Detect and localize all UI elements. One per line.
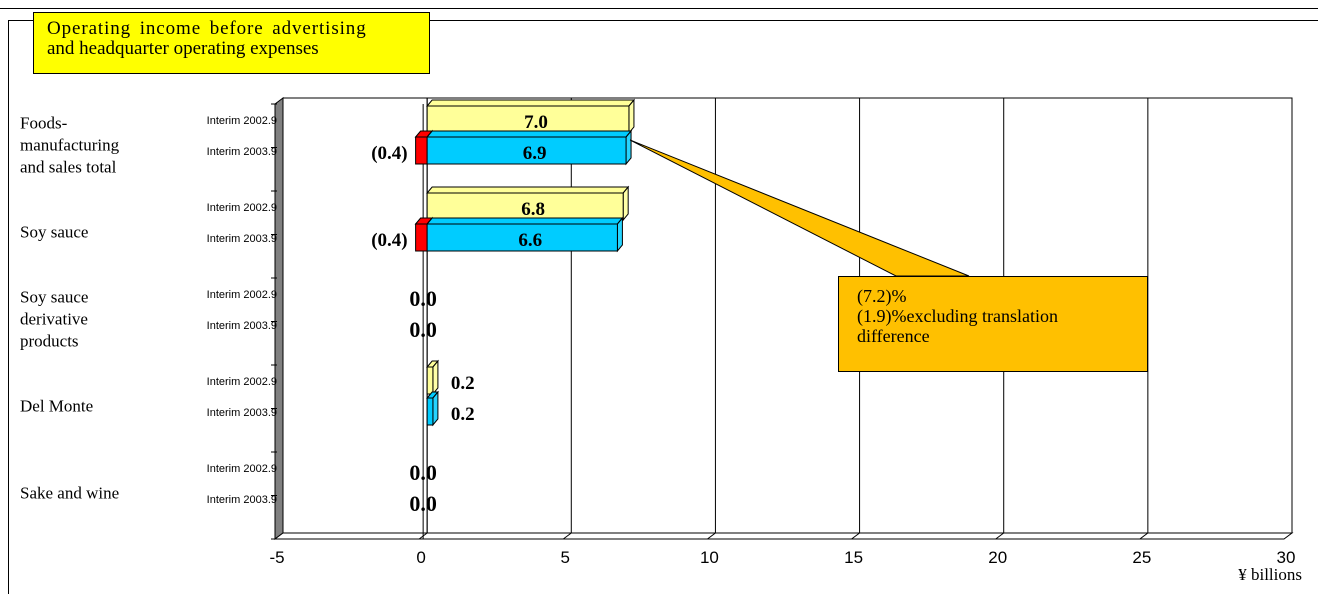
period-label: Interim 2002.9	[207, 463, 277, 475]
x-tick-label: 15	[844, 548, 863, 567]
chart-title-line-1: Operating income before advertising	[47, 18, 367, 39]
x-tick-label: 5	[561, 548, 570, 567]
data-label: 7.0	[524, 112, 548, 133]
bar	[426, 390, 439, 427]
grid-line-floor	[1139, 532, 1149, 540]
plot-floor	[273, 532, 1294, 540]
bar-front-face	[426, 223, 618, 252]
period-label: Interim 2002.9	[207, 115, 277, 127]
category-label: Sake and wine	[20, 484, 119, 503]
labels-group: -5 0 5 10 15 20 25 30 Foods-manufacturing and sal…	[20, 112, 1295, 567]
data-label: 0.2	[451, 404, 475, 425]
period-label: Interim 2003.9	[207, 146, 277, 158]
x-tick-label: -5	[269, 548, 284, 567]
category-label: derivative	[20, 310, 88, 329]
category-label: manufacturing	[20, 136, 120, 155]
period-label: Interim 2002.9	[207, 376, 277, 388]
top-frame-line	[0, 0, 1318, 9]
data-label: 6.6	[518, 230, 542, 251]
callout-line-3: difference	[857, 326, 930, 346]
bar	[426, 185, 630, 222]
x-tick-label: 25	[1132, 548, 1151, 567]
category-label: Foods-	[20, 114, 68, 133]
grid-line-floor	[707, 532, 716, 540]
bar-side-face	[628, 98, 635, 135]
period-label: Interim 2002.9	[207, 202, 277, 214]
bar	[426, 216, 624, 253]
category-label: Soy sauce	[20, 223, 88, 242]
bar-top-face	[426, 99, 636, 107]
callout-line-2: (1.9)%excluding translation	[857, 306, 1058, 326]
x-tick-label: 30	[1277, 548, 1296, 567]
bar-side-face	[625, 129, 632, 166]
bar-side-face	[432, 359, 439, 396]
grid-line-floor	[562, 532, 572, 540]
chart-title-box: Operating income before advertising and …	[33, 12, 430, 74]
grid-line-floor	[851, 532, 860, 540]
data-label: 0.2	[451, 373, 475, 394]
chart-panel	[8, 20, 1318, 594]
negative-data-label: (0.4)	[371, 143, 407, 164]
category-label: Del Monte	[20, 397, 93, 416]
period-label: Interim 2003.9	[207, 233, 277, 245]
chart-title-line-2: and headquarter operating expenses	[47, 38, 319, 59]
period-label: Interim 2002.9	[207, 289, 277, 301]
callout-line-1: (7.2)%	[857, 286, 907, 306]
data-label: 0.0	[409, 317, 437, 342]
x-tick-label: 20	[988, 548, 1007, 567]
bar-side-face	[622, 185, 629, 222]
grid-line-floor	[995, 532, 1005, 540]
data-label: 0.0	[409, 460, 437, 485]
category-label: Soy sauce	[20, 288, 88, 307]
category-label: and sales total	[20, 158, 117, 177]
bars-group	[414, 98, 636, 427]
data-label: 6.9	[523, 143, 547, 164]
bar	[426, 98, 636, 135]
data-label: 0.0	[409, 286, 437, 311]
callout-annotation: (7.2)% (1.9)%excluding translation diffe…	[838, 276, 1148, 372]
bar-front-face	[426, 136, 627, 165]
bar-side-face	[432, 390, 439, 427]
period-label: Interim 2003.9	[207, 407, 277, 419]
bar-top-face	[426, 186, 630, 194]
x-tick-label: 0	[416, 548, 425, 567]
bar-front-face	[426, 397, 434, 426]
period-label: Interim 2003.9	[207, 494, 277, 506]
negative-data-label: (0.4)	[371, 230, 407, 251]
bar	[426, 359, 439, 396]
data-label: 0.0	[409, 491, 437, 516]
bar-front-face	[415, 223, 428, 252]
bar-front-face	[415, 136, 428, 165]
bar-front-face	[426, 192, 624, 221]
category-label: products	[20, 332, 79, 351]
bar-front-face	[426, 366, 434, 395]
bar-side-face	[616, 216, 623, 253]
x-tick-label: 10	[700, 548, 719, 567]
period-label: Interim 2003.9	[207, 320, 277, 332]
data-label: 6.8	[521, 199, 545, 220]
x-axis-unit-label: ¥ billions	[1238, 565, 1302, 584]
bar	[426, 129, 633, 166]
